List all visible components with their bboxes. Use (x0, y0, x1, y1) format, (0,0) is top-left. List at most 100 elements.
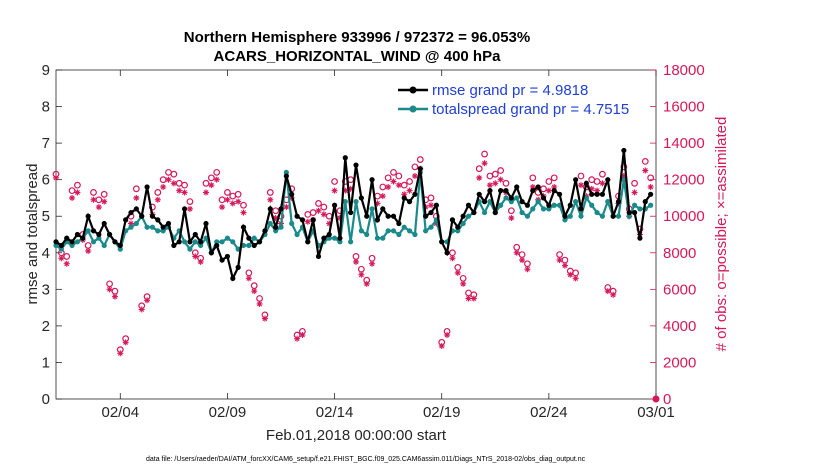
rmse-point (492, 209, 498, 216)
obs-assimilated-point (578, 182, 584, 189)
rmse-point (369, 177, 375, 183)
totalspread-point (155, 228, 161, 234)
totalspread-point (348, 239, 354, 245)
obs-possible-point (186, 198, 194, 206)
obs-assimilated-point (331, 187, 338, 194)
obs-possible-point (100, 190, 108, 198)
rmse-point (364, 213, 370, 219)
rmse-point (439, 239, 445, 245)
totalspread-point (455, 228, 461, 234)
y-right-tick-label: 6000 (663, 281, 696, 298)
obs-assimilated-point (492, 180, 499, 187)
legend: rmse grand pr = 4.9818 totalspread grand… (394, 79, 629, 121)
rmse-point (101, 220, 107, 227)
totalspread-point (519, 209, 525, 216)
totalspread-point (594, 209, 600, 216)
obs-assimilated-point (572, 275, 579, 282)
totalspread-point (503, 195, 509, 201)
obs-assimilated-point (315, 207, 322, 214)
rmse-point (562, 213, 568, 219)
totalspread-point (589, 202, 595, 208)
totalspread-point (128, 224, 134, 230)
rmse-point (106, 231, 113, 238)
obs-assimilated-point (186, 205, 193, 212)
obs-possible-point (599, 170, 606, 178)
rmse-point (331, 202, 338, 208)
y-right-tick-label: 8000 (663, 245, 696, 262)
obs-assimilated-point (235, 198, 242, 205)
x-tick-label: 02/09 (209, 404, 247, 421)
legend-rmse-marker (409, 86, 417, 94)
obs-assimilated-point (213, 176, 220, 183)
rmse-point (214, 242, 220, 249)
totalspread-point (583, 195, 589, 201)
obs-possible-point (154, 189, 162, 196)
totalspread-point (631, 202, 638, 208)
x-axis-label: Feb.01,2018 00:00:00 start (266, 427, 447, 444)
obs-assimilated-point (69, 194, 76, 201)
rmse-point (123, 217, 129, 223)
rmse-point (160, 224, 166, 230)
totalspread-point (149, 224, 156, 230)
rmse-point (578, 206, 584, 212)
rmse-point (610, 213, 616, 219)
obs-possible-point (224, 189, 231, 196)
obs-possible-point (266, 189, 274, 196)
obs-assimilated-point (379, 193, 386, 200)
totalspread-point (573, 199, 579, 205)
obs-assimilated-point (197, 258, 204, 265)
obs-assimilated-point (320, 211, 327, 218)
rmse-point (240, 224, 247, 230)
totalspread-point (203, 235, 209, 241)
x-tick-label: 02/24 (530, 404, 568, 421)
obs-possible-point (74, 181, 81, 189)
obs-assimilated-point (438, 342, 445, 349)
x-tick-label: 03/01 (637, 404, 675, 421)
obs-assimilated-point (486, 182, 493, 189)
obs-assimilated-point (63, 260, 70, 267)
rmse-point (573, 177, 579, 183)
obs-assimilated-point (160, 183, 167, 190)
obs-possible-point (320, 203, 328, 211)
rmse-point (305, 239, 311, 245)
obs-possible-point (234, 190, 242, 198)
obs-assimilated-point (513, 249, 520, 256)
y-left-tick-label: 9 (42, 62, 50, 79)
obs-possible-point (631, 179, 638, 187)
obs-assimilated-point (647, 183, 654, 190)
obs-assimilated-point (545, 187, 552, 194)
rmse-point (589, 191, 595, 197)
totalspread-point (535, 199, 541, 205)
totalspread-point (133, 220, 139, 227)
obs-assimilated-point (599, 180, 606, 187)
y-left-tick-label: 0 (42, 391, 50, 408)
rmse-point (524, 202, 531, 208)
legend-spread-label: totalspread grand pr = 4.7515 (432, 101, 629, 118)
rmse-point (433, 202, 439, 208)
totalspread-point (246, 242, 252, 249)
totalspread-point (530, 206, 536, 212)
rmse-point (519, 199, 525, 205)
y-axis-right-label: # of obs: o=possible; ×=assimilated (713, 117, 730, 352)
totalspread-point (214, 239, 220, 245)
obs-assimilated-point (144, 297, 151, 304)
legend-rmse-label: rmse grand pr = 4.9818 (432, 82, 588, 99)
totalspread-point (283, 169, 289, 175)
y-left-tick-label: 7 (42, 135, 50, 152)
totalspread-point (412, 231, 418, 238)
obs-possible-point (497, 167, 505, 174)
rmse-point (69, 239, 75, 245)
obs-assimilated-point (594, 187, 601, 194)
obs-possible-point (550, 174, 558, 182)
obs-possible-point (207, 174, 215, 182)
rmse-point (133, 206, 139, 212)
obs-possible-point (240, 201, 247, 209)
y-right-tick-label: 16000 (663, 99, 705, 116)
totalspread-point (187, 246, 193, 252)
obs-possible-point (95, 196, 103, 204)
rmse-point (401, 195, 407, 201)
totalspread-point (578, 213, 584, 219)
x-tick-label: 02/04 (102, 404, 140, 421)
obs-possible-point (132, 185, 140, 193)
